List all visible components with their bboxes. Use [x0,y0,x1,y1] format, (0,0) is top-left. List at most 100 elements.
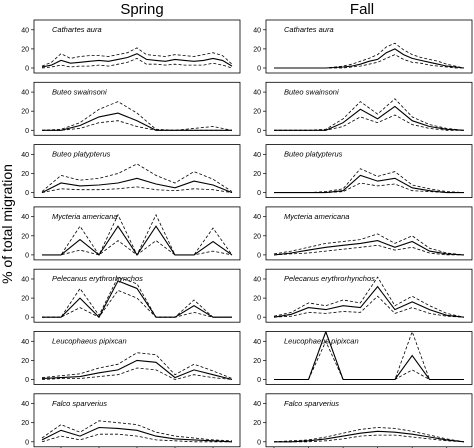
mean-line [274,331,464,381]
series-group [273,276,465,318]
species-label: Buteo platypterus [52,150,111,159]
y-tick-label: 0 [257,439,261,446]
panel-spring-6: 0 20 40 Leucophaeus pipixcan [21,331,241,385]
upper-bound-line [41,47,233,67]
panel-frame [265,144,473,199]
lower-bound-line [41,367,233,380]
y-tick-label: 40 [21,152,29,159]
panel-spring-5: 0 20 40 Pelecanus erythrorhynchos [21,268,241,323]
series-group [274,168,465,194]
column-title-spring: Spring [120,1,163,18]
lower-bound-line [41,57,233,69]
y-tick-label: 0 [257,190,261,197]
upper-bound-line [273,276,465,318]
y-tick-label: 40 [253,27,261,34]
species-label: Falco sparverius [284,399,339,408]
lower-bound-line [274,434,465,443]
panel-spring-4: 0 20 40 Mycteria americana [21,206,241,261]
upper-bound-line [42,276,232,318]
mean-line [41,426,233,443]
y-tick-label: 0 [257,377,261,384]
y-tick-label: 0 [25,128,29,135]
mean-line [42,280,232,319]
panel-frame [265,81,473,136]
upper-bound-line [273,427,465,443]
y-tick-label: 20 [253,296,261,303]
y-tick-label: 20 [253,171,261,178]
upper-bound-line [41,352,233,379]
y-tick-label: 20 [253,358,261,365]
mean-line [41,53,233,68]
mean-line [41,359,233,381]
species-label: Leucophaeus pipixcan [284,337,359,346]
mean-line [274,48,465,69]
mean-line [274,174,464,194]
y-tick-label: 0 [25,252,29,259]
y-tick-label: 0 [257,252,261,259]
y-tick-label: 20 [21,171,29,178]
species-label: Falco sparverius [52,399,107,408]
y-tick-label: 0 [25,315,29,322]
panel-fall-3: 0 20 40 Buteo platypterus [253,144,473,199]
panel-fall-1: 0 20 40 Cathartes aura [253,19,473,74]
panel-frame [265,268,473,323]
upper-bound-line [41,101,233,131]
y-tick-label: 20 [21,296,29,303]
series-group [41,101,233,131]
series-group [273,233,465,256]
y-tick-label: 40 [21,90,29,97]
y-tick-label: 0 [257,128,261,135]
series-group [42,276,232,319]
panels: 0 20 40 Cathartes aura 0 20 40 Cathartes aura 0 2… [21,19,473,448]
mean-line [273,240,465,256]
upper-bound-line [273,233,465,256]
y-tick-label: 40 [253,214,261,221]
mean-line [42,225,233,256]
series-group [41,47,233,69]
series-group [41,420,233,443]
upper-bound-line [41,163,233,192]
y-tick-label: 0 [25,66,29,73]
panel-fall-2: 0 20 40 Buteo swainsoni [253,81,473,136]
series-group [273,427,465,443]
lower-bound-line [42,289,232,318]
y-tick-label: 20 [21,233,29,240]
panel-frame [33,331,241,385]
panel-frame [33,19,241,74]
lower-bound-line [41,433,232,443]
series-group [274,331,464,381]
y-tick-label: 20 [21,420,29,427]
panel-frame [265,331,473,385]
y-tick-label: 20 [253,233,261,240]
y-tick-label: 40 [253,276,261,283]
panel-spring-1: 0 20 40 Cathartes aura [21,19,241,74]
y-tick-label: 40 [253,90,261,97]
panel-fall-5: 0 20 40 Pelecanus erythrorhynchos [253,268,473,323]
y-tick-label: 40 [253,152,261,159]
y-tick-label: 40 [21,401,29,408]
panel-spring-7: 0 20 40 Falco sparverius [21,393,241,448]
y-tick-label: 40 [253,339,261,346]
species-label: Mycteria americana [52,212,117,221]
column-title-fall: Fall [350,1,374,18]
series-group [274,98,465,131]
y-tick-label: 0 [257,315,261,322]
species-label: Cathartes aura [284,25,334,34]
y-tick-label: 0 [25,439,29,446]
mean-line [274,430,465,443]
panel-fall-4: 0 20 40 Mycteria americana [253,206,473,261]
lower-bound-line [273,295,465,318]
mean-line [273,285,465,318]
species-label: Buteo swainsoni [284,87,339,96]
y-tick-label: 40 [21,339,29,346]
panel-fall-7: 0 20 40 Falco sparverius [253,393,473,448]
mean-line [274,105,465,131]
y-tick-label: 0 [25,190,29,197]
y-tick-label: 20 [21,46,29,53]
y-tick-label: 20 [253,420,261,427]
species-label: Buteo swainsoni [52,87,107,96]
series-group [41,352,233,381]
species-label: Cathartes aura [52,25,102,34]
y-tick-label: 20 [253,46,261,53]
